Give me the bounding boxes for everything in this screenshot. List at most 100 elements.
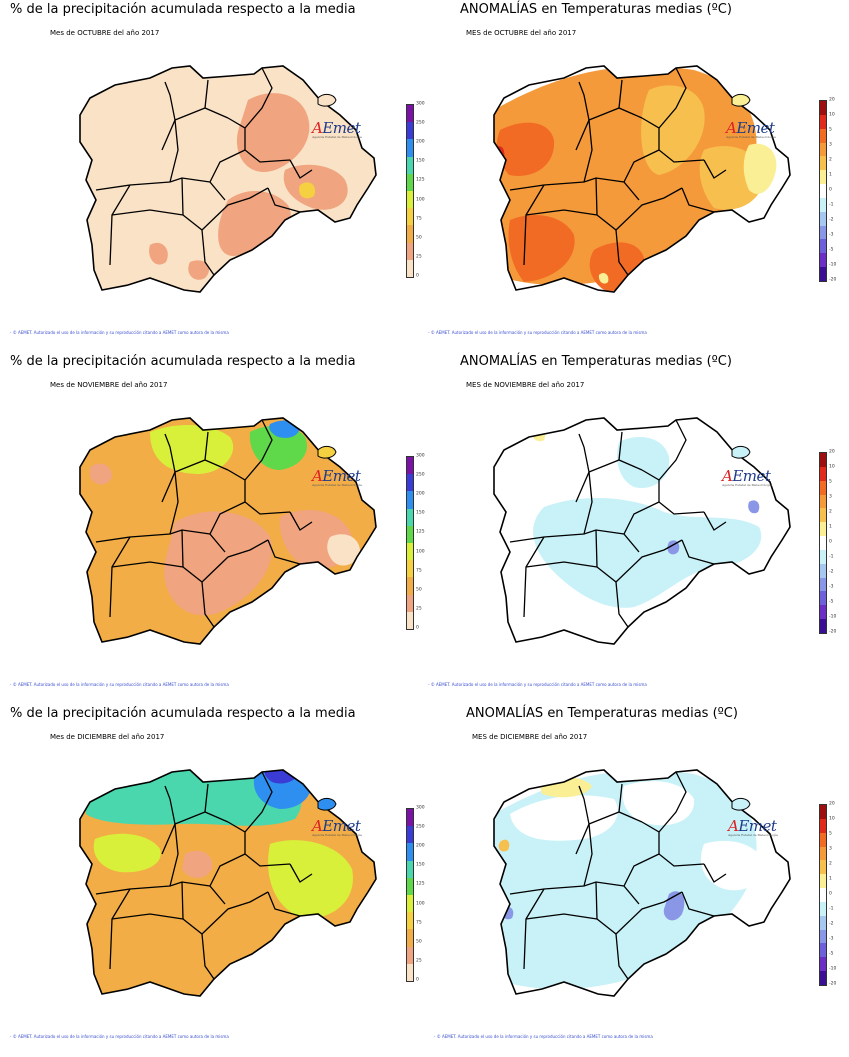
region-outline <box>493 65 791 293</box>
logo-text: AEmet <box>312 467 361 485</box>
legend-swatch <box>820 591 826 606</box>
anomaly-area <box>327 534 360 566</box>
legend-tick-label: -20 <box>829 629 837 635</box>
precip-map-december <box>79 769 377 997</box>
legend-swatch <box>407 259 413 277</box>
legend-swatch <box>820 508 826 523</box>
legend-tick-label: 125 <box>416 881 425 887</box>
anomaly-area <box>496 122 555 176</box>
legend-tick-label: -3 <box>829 936 834 942</box>
legend-colorbar <box>406 104 414 278</box>
legend-colorbar <box>819 804 827 986</box>
anomaly-area <box>663 891 685 921</box>
legend-tick-label: -3 <box>829 584 834 590</box>
legend-tick-label: 250 <box>416 472 425 478</box>
legend-swatch <box>820 549 826 564</box>
region-outline <box>493 417 791 645</box>
logo-tagline: Agencia Estatal de Meteorología <box>312 483 362 487</box>
precip-panel-november: % de la precipitación acumulada respecto… <box>0 352 425 704</box>
province-border <box>523 888 545 970</box>
legend-swatch <box>820 818 826 833</box>
legend-swatch <box>820 253 826 268</box>
legend-tick-label: 20 <box>829 449 835 455</box>
legend-tick-label: 75 <box>416 920 422 926</box>
legend-swatch <box>820 619 826 633</box>
panel-subtitle: MES de NOVIEMBRE del año 2017 <box>466 381 585 389</box>
province-border <box>289 863 313 883</box>
legend-tick-label: 200 <box>416 491 425 497</box>
legend-swatch <box>407 594 413 612</box>
precip-map-october <box>79 65 377 293</box>
legend-swatch <box>820 453 826 467</box>
legend-tick-label: 10 <box>829 464 835 470</box>
legend-tick-label: -2 <box>829 921 834 927</box>
region-outline <box>493 769 791 997</box>
panel-subtitle: Mes de DICIEMBRE del año 2017 <box>50 733 165 741</box>
province-border <box>201 229 215 276</box>
enclave-region <box>731 445 751 459</box>
province-border <box>595 881 598 920</box>
legend-swatch <box>820 142 826 157</box>
panel-subtitle: Mes de NOVIEMBRE del año 2017 <box>50 381 168 389</box>
legend-tick-label: 3 <box>829 846 832 852</box>
aemet-logo: AEmet Agencia Estatal de Meteorología <box>728 816 778 837</box>
legend-swatch <box>407 843 413 861</box>
province-border <box>681 891 715 917</box>
legend-swatch <box>407 491 413 509</box>
legend-swatch <box>820 915 826 930</box>
province-border <box>523 184 545 266</box>
legend-tick-label: 50 <box>416 587 422 593</box>
anomaly-area <box>90 463 112 485</box>
province-border <box>182 539 269 583</box>
legend-tick-label: 0 <box>416 273 419 279</box>
legend-swatch <box>820 170 826 185</box>
legend-swatch <box>820 888 826 902</box>
logo-tagline: Agencia Estatal de Meteorología <box>722 483 772 487</box>
legend-swatch <box>820 563 826 578</box>
enclave-region <box>731 93 751 107</box>
province-border <box>595 177 598 216</box>
legend-swatch <box>407 139 413 157</box>
legend-swatch <box>820 846 826 861</box>
legend-tick-label: -5 <box>829 599 834 605</box>
legend-swatch <box>820 184 826 198</box>
legend-tick-label: 100 <box>416 901 425 907</box>
legend-swatch <box>407 508 413 526</box>
logo-tagline: Agencia Estatal de Meteorología <box>312 135 362 139</box>
anomaly-area <box>188 260 210 280</box>
legend-swatch <box>820 494 826 509</box>
legend-swatch <box>820 971 826 985</box>
province-border <box>583 823 593 887</box>
panel-title: % de la precipitación acumulada respecto… <box>10 354 356 369</box>
panel-title: % de la precipitación acumulada respecto… <box>10 706 356 721</box>
province-border <box>681 187 715 213</box>
precip-panel-december: % de la precipitación acumulada respecto… <box>0 704 425 1056</box>
province-border <box>658 67 687 129</box>
province-border <box>267 187 301 213</box>
province-border <box>289 159 313 179</box>
legend-swatch <box>407 860 413 878</box>
legend-swatch <box>407 877 413 895</box>
anomaly-area <box>641 85 705 175</box>
legend-tick-label: -3 <box>829 232 834 238</box>
legend-tick-label: 150 <box>416 158 425 164</box>
legend-swatch <box>407 577 413 595</box>
province-border <box>95 177 211 191</box>
panel-title: % de la precipitación acumulada respecto… <box>10 2 356 17</box>
legend-swatch <box>820 522 826 537</box>
province-border <box>109 184 131 266</box>
legend-swatch <box>820 943 826 958</box>
legend-tick-label: -1 <box>829 554 834 560</box>
footer-note: - © AEMET. Autorizado el uso de la infor… <box>10 330 229 335</box>
legend-swatch <box>407 809 413 827</box>
legend-swatch <box>820 239 826 254</box>
province-border <box>182 187 269 231</box>
province-border <box>523 536 545 618</box>
province-border <box>525 913 598 920</box>
enclave-region <box>317 93 337 107</box>
province-border <box>209 501 246 553</box>
legend-tick-label: 5 <box>829 831 832 837</box>
anomaly-area <box>700 840 764 891</box>
legend-tick-label: -1 <box>829 906 834 912</box>
anomaly-area <box>182 850 213 879</box>
